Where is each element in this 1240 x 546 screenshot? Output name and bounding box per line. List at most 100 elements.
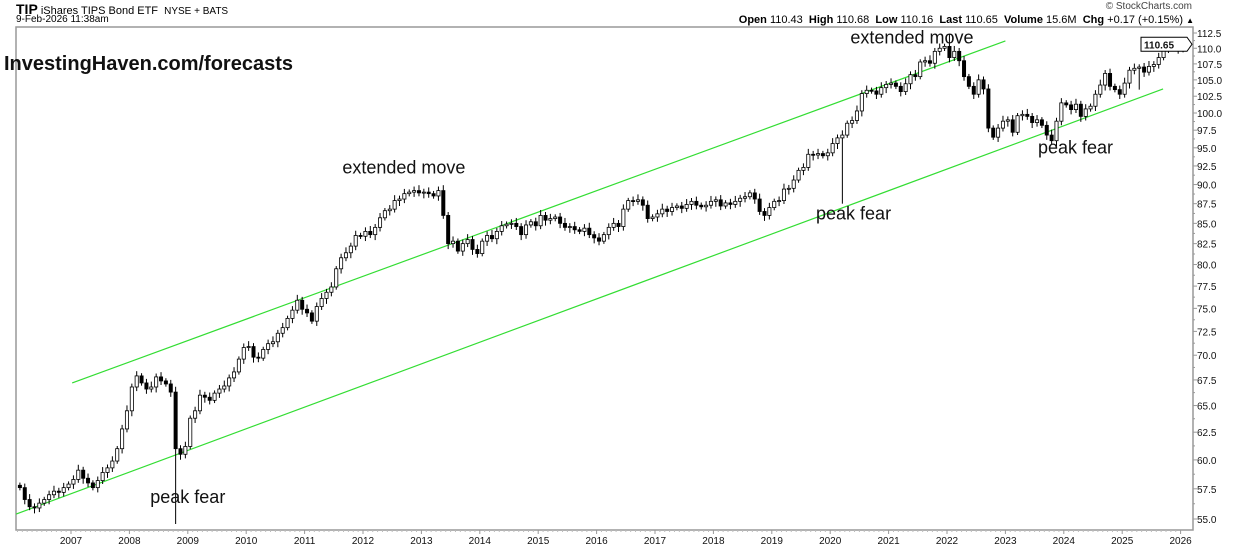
- candle-body: [1083, 108, 1088, 117]
- candle-body: [1088, 105, 1093, 110]
- candle: [309, 310, 314, 324]
- y-tick-label: 77.5: [1197, 282, 1217, 293]
- y-tick-label: 95.0: [1197, 144, 1217, 155]
- candle-body: [572, 226, 577, 231]
- candle-body: [499, 225, 504, 232]
- y-tick-label: 67.5: [1197, 376, 1217, 387]
- candle-body: [251, 346, 256, 358]
- candle-body: [270, 341, 275, 345]
- candle-body: [971, 85, 976, 95]
- y-tick-label: 60.0: [1197, 456, 1217, 467]
- candle: [251, 343, 256, 363]
- candle-body: [348, 245, 353, 254]
- open-label: Open: [738, 14, 767, 26]
- candle: [1054, 117, 1059, 147]
- candle-body: [1049, 134, 1054, 142]
- candle: [460, 239, 465, 256]
- candle-body: [416, 190, 421, 194]
- y-tick-label: 90.0: [1197, 181, 1217, 192]
- candle-body: [290, 309, 295, 319]
- candle: [232, 367, 237, 382]
- candle: [645, 200, 650, 223]
- candle-body: [90, 482, 95, 489]
- candle-body: [173, 391, 178, 450]
- candle-body: [163, 380, 168, 385]
- candle-body: [17, 484, 22, 489]
- candle: [1073, 98, 1078, 114]
- candle: [670, 202, 675, 216]
- candle: [86, 473, 91, 488]
- candle: [1142, 62, 1147, 77]
- candle-body: [32, 506, 37, 509]
- candle: [120, 424, 125, 454]
- candle-body: [606, 226, 611, 236]
- candle: [738, 194, 743, 207]
- candle: [825, 148, 830, 161]
- candle: [1083, 104, 1088, 121]
- candle-body: [1073, 103, 1078, 111]
- candle-body: [402, 193, 407, 200]
- candle-body: [966, 76, 971, 87]
- candle: [640, 196, 645, 211]
- candle-body: [431, 193, 436, 197]
- candle-body: [942, 46, 947, 49]
- candle-body: [480, 240, 485, 254]
- candle-body: [124, 410, 129, 430]
- chart-datetime: 9-Feb-2026 11:38am: [16, 14, 109, 25]
- candle-body: [874, 90, 879, 95]
- candle: [704, 201, 709, 212]
- candle-body: [981, 79, 986, 90]
- candle: [76, 464, 81, 483]
- candle-body: [1127, 69, 1132, 84]
- candle: [1064, 100, 1069, 108]
- candle: [61, 482, 66, 497]
- candle: [835, 134, 840, 150]
- annotation-label: extended move: [850, 27, 973, 47]
- candle: [509, 219, 514, 229]
- candle: [280, 322, 285, 338]
- candle: [660, 203, 665, 218]
- x-tick-label: 2014: [469, 536, 492, 546]
- candle: [562, 217, 567, 231]
- candle: [1108, 68, 1113, 91]
- candle: [918, 59, 923, 80]
- candle-body: [820, 153, 825, 157]
- candle-body: [168, 383, 173, 393]
- ohlc-readout: Open 110.43 High 110.68 Low 110.16 Last …: [739, 14, 1194, 26]
- candle-body: [752, 192, 757, 200]
- candle: [285, 315, 290, 331]
- y-tick-label: 55.0: [1197, 515, 1217, 526]
- candle-body: [202, 394, 207, 398]
- candle-body: [392, 200, 397, 210]
- y-tick-label: 102.5: [1197, 92, 1222, 103]
- candle: [134, 371, 139, 392]
- candle-body: [489, 235, 494, 240]
- candle-body: [66, 483, 71, 489]
- candle-body: [178, 448, 183, 455]
- x-tick-label: 2013: [410, 536, 433, 546]
- candle-body: [952, 50, 957, 58]
- candle: [188, 415, 193, 450]
- candle: [942, 43, 947, 51]
- candle-body: [708, 200, 713, 206]
- candle-body: [207, 396, 212, 401]
- candle: [451, 236, 456, 248]
- candle: [820, 150, 825, 159]
- candle-body: [830, 143, 835, 154]
- candle: [1151, 61, 1156, 72]
- candle: [801, 163, 806, 176]
- candle-body: [368, 230, 373, 236]
- x-tick-label: 2007: [60, 536, 83, 546]
- candle: [1005, 116, 1010, 127]
- candle-body: [562, 222, 567, 228]
- candle-body: [879, 87, 884, 95]
- candle-body: [451, 240, 456, 245]
- candle: [485, 231, 490, 246]
- candle: [163, 378, 168, 387]
- y-tick-label: 85.0: [1197, 219, 1217, 230]
- brand-link[interactable]: © StockCharts.com: [1105, 1, 1192, 12]
- candle-body: [129, 386, 134, 412]
- candle: [1122, 77, 1127, 98]
- candle: [626, 197, 631, 212]
- last-label: Last: [939, 14, 963, 26]
